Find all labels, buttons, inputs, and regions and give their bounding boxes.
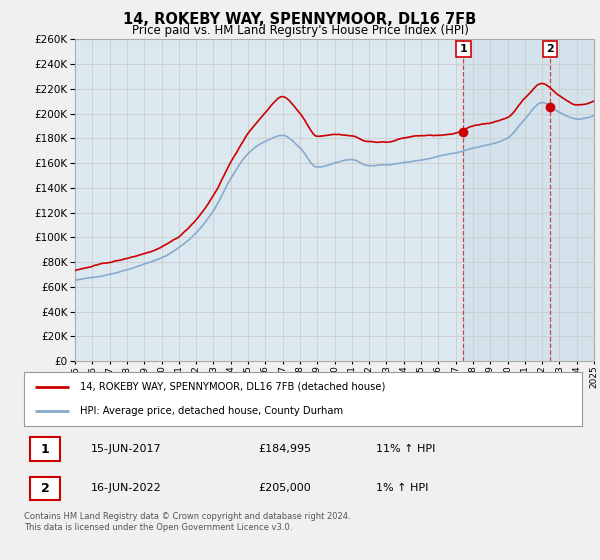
FancyBboxPatch shape [29, 437, 60, 461]
Text: 14, ROKEBY WAY, SPENNYMOOR, DL16 7FB (detached house): 14, ROKEBY WAY, SPENNYMOOR, DL16 7FB (de… [80, 382, 385, 392]
Text: 1% ↑ HPI: 1% ↑ HPI [376, 483, 428, 493]
Text: 11% ↑ HPI: 11% ↑ HPI [376, 444, 435, 454]
Text: £205,000: £205,000 [259, 483, 311, 493]
Text: 2: 2 [546, 44, 554, 54]
Text: HPI: Average price, detached house, County Durham: HPI: Average price, detached house, Coun… [80, 406, 343, 416]
Text: 1: 1 [460, 44, 467, 54]
Text: 2: 2 [41, 482, 49, 495]
Text: Contains HM Land Registry data © Crown copyright and database right 2024.
This d: Contains HM Land Registry data © Crown c… [24, 512, 350, 532]
FancyBboxPatch shape [29, 477, 60, 500]
Text: Price paid vs. HM Land Registry's House Price Index (HPI): Price paid vs. HM Land Registry's House … [131, 24, 469, 36]
Bar [463, 39, 594, 361]
Text: 16-JUN-2022: 16-JUN-2022 [91, 483, 162, 493]
Text: 1: 1 [41, 443, 49, 456]
Text: £184,995: £184,995 [259, 444, 311, 454]
Text: 15-JUN-2017: 15-JUN-2017 [91, 444, 161, 454]
Text: 14, ROKEBY WAY, SPENNYMOOR, DL16 7FB: 14, ROKEBY WAY, SPENNYMOOR, DL16 7FB [124, 12, 476, 27]
